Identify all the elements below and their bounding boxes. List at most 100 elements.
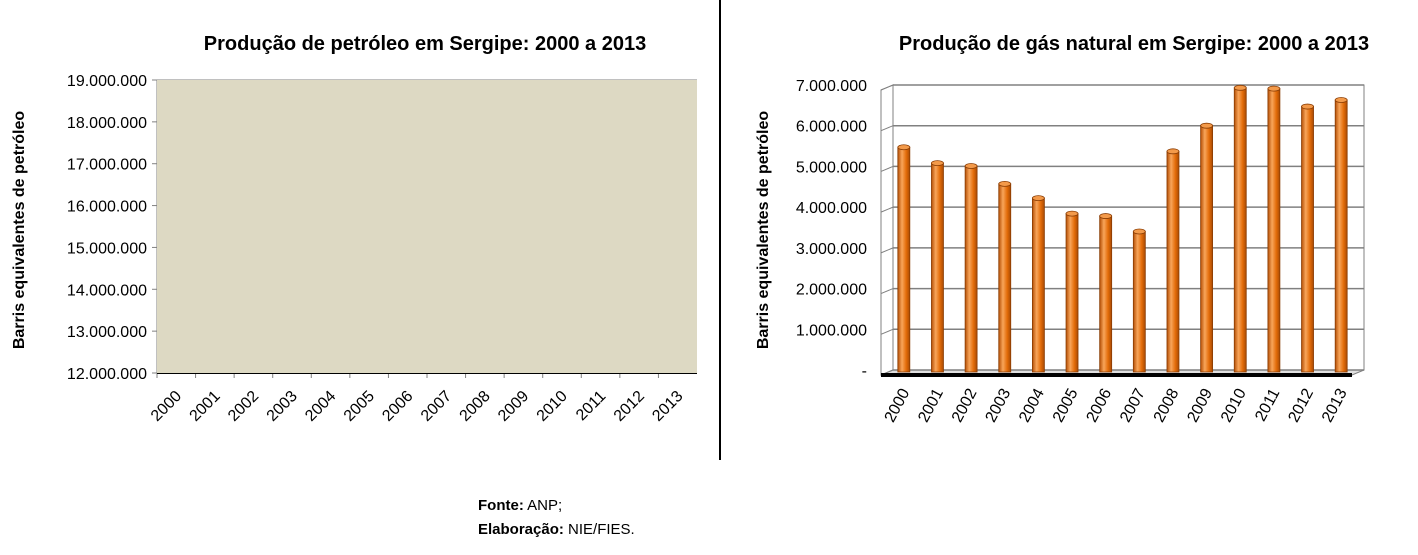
- source-elaboracao-label: Elaboração:: [478, 521, 564, 538]
- gas-gridline-side: [880, 165, 894, 172]
- gas-y-ticks: - 1.000.000 2.000.000 3.000.000 4.000.000 5.0…: [796, 78, 867, 380]
- oil-x-tick-label: 2009: [495, 388, 532, 425]
- gas-y-tick-label: 1.000.000: [796, 322, 867, 339]
- gas-gridline-side: [880, 247, 894, 254]
- oil-x-ticks: 2000 2001 2002 2003 2004 2005 2006 2007 2008 2009…: [148, 373, 687, 425]
- oil-x-tick-label: 2013: [649, 388, 686, 425]
- source-fonte-label: Fonte:: [478, 497, 524, 514]
- gas-bar-top: [1200, 122, 1214, 129]
- gas-back-wall: [892, 84, 1365, 371]
- oil-x-tick-label: 2012: [611, 388, 648, 425]
- oil-y-tick-label: 15.000.000: [67, 240, 147, 257]
- oil-chart-title: Produção de petróleo em Sergipe: 2000 a …: [204, 33, 646, 55]
- gas-y-tick-label: 3.000.000: [796, 241, 867, 258]
- gas-y-axis-label: Barris equivalentes de petróleo: [755, 111, 772, 350]
- gas-bar: [1267, 88, 1281, 373]
- oil-x-tick-label: 2001: [186, 388, 223, 425]
- oil-y-tick-label: 13.000.000: [67, 324, 147, 341]
- gas-y-tick-label: 7.000.000: [796, 78, 867, 95]
- oil-production-chart: Produção de petróleo em Sergipe: 2000 a …: [11, 33, 697, 425]
- oil-x-tick-label: 2006: [379, 388, 416, 425]
- oil-x-tick-label: 2003: [264, 388, 301, 425]
- oil-y-tick-label: 19.000.000: [67, 73, 147, 90]
- gas-bar: [998, 183, 1012, 373]
- gas-x-ticks: 2000 2001 2002 2003 2004 2005 2006 2007 2008 2009…: [881, 373, 1352, 425]
- oil-x-tick-label: 2008: [456, 388, 493, 425]
- gas-x-tick-label: 2008: [1151, 386, 1183, 425]
- source-line-elaboracao: Elaboração: NIE/FIES.: [478, 518, 635, 542]
- oil-y-tick-label: 12.000.000: [67, 366, 147, 383]
- gas-bar: [1233, 87, 1247, 373]
- oil-plot-background: [157, 80, 697, 373]
- source-fonte-value: ANP;: [527, 497, 563, 514]
- gas-bar-top: [931, 160, 944, 167]
- oil-x-tick-label: 2004: [302, 388, 339, 425]
- gas-bar-top: [1132, 228, 1146, 235]
- gas-y-tick-label: 5.000.000: [796, 159, 867, 176]
- oil-y-tick-label: 17.000.000: [67, 157, 147, 174]
- gas-x-tick-label: 2006: [1083, 386, 1115, 425]
- gas-x-tick-label: 2004: [1016, 386, 1048, 425]
- oil-y-axis-label: Barris equivalentes de petróleo: [11, 111, 28, 350]
- gas-bar: [1065, 213, 1079, 373]
- oil-y-ticks: 12.000.000 13.000.000 14.000.000 15.000.000…: [67, 73, 157, 383]
- gas-bars: [897, 84, 1348, 373]
- gas-bar-top: [1065, 210, 1079, 217]
- gas-gridline-side: [880, 125, 894, 132]
- gas-x-tick-label: 2011: [1252, 386, 1283, 424]
- gas-bar-top: [1301, 103, 1314, 110]
- gas-y-tick-label: 6.000.000: [796, 119, 867, 136]
- gas-x-tick-label: 2001: [915, 386, 947, 425]
- gas-bar: [1200, 125, 1214, 373]
- gas-x-tick-label: 2003: [983, 386, 1015, 425]
- gas-bar: [1099, 215, 1113, 373]
- gas-bar-top: [1334, 97, 1348, 103]
- gas-bar-top: [1099, 213, 1113, 219]
- gas-gridline-side: [880, 84, 894, 91]
- gas-x-tick-label: 2013: [1319, 386, 1351, 425]
- oil-y-tick-label: 18.000.000: [67, 115, 147, 132]
- gas-bar: [897, 146, 911, 373]
- oil-x-tick-label: 2000: [148, 388, 185, 425]
- gas-y-tick-label: -: [862, 363, 867, 380]
- source-note: Fonte: ANP; Elaboração: NIE/FIES.: [478, 494, 635, 542]
- gas-x-tick-label: 2000: [882, 386, 914, 425]
- gas-bar: [1334, 99, 1348, 373]
- gas-bar: [1301, 106, 1314, 373]
- gas-bar-top: [897, 144, 911, 151]
- source-elaboracao-value: NIE/FIES.: [568, 521, 635, 538]
- oil-x-tick-label: 2005: [341, 388, 378, 425]
- gas-x-tick-label: 2012: [1285, 386, 1317, 425]
- gas-bar: [1132, 231, 1146, 373]
- oil-y-tick-label: 14.000.000: [67, 282, 147, 299]
- gas-bar-top: [1031, 195, 1045, 202]
- gas-x-tick-label: 2009: [1184, 386, 1216, 425]
- gas-plot-walls: [880, 84, 1365, 376]
- gas-gridline-side: [880, 288, 894, 295]
- gas-chart-title: Produção de gás natural em Sergipe: 2000…: [899, 33, 1369, 55]
- oil-x-tick-label: 2011: [573, 388, 609, 424]
- gas-gridline-side: [880, 328, 894, 335]
- gas-production-chart: Produção de gás natural em Sergipe: 2000…: [755, 33, 1369, 425]
- gas-bar: [931, 162, 944, 373]
- gas-bar-top: [1166, 148, 1180, 155]
- oil-x-tick-label: 2010: [534, 388, 571, 425]
- gas-x-tick-label: 2005: [1050, 386, 1082, 425]
- gas-bar: [1166, 150, 1180, 373]
- gas-bar: [964, 165, 978, 373]
- oil-y-tick-label: 16.000.000: [67, 199, 147, 216]
- gas-x-tick-label: 2002: [949, 386, 981, 425]
- gas-gridline-side: [880, 206, 894, 213]
- oil-x-tick-label: 2002: [225, 388, 262, 425]
- gas-y-tick-label: 2.000.000: [796, 282, 867, 299]
- gas-bar-top: [998, 180, 1012, 187]
- source-line-fonte: Fonte: ANP;: [478, 494, 635, 518]
- oil-x-tick-label: 2007: [418, 388, 455, 425]
- gas-x-tick-label: 2007: [1117, 386, 1149, 425]
- gas-bar-top: [1267, 85, 1281, 92]
- gas-x-tick-label: 2010: [1218, 386, 1250, 425]
- gas-y-tick-label: 4.000.000: [796, 200, 867, 217]
- gas-bar-top: [1233, 84, 1247, 91]
- gas-bar: [1031, 197, 1045, 373]
